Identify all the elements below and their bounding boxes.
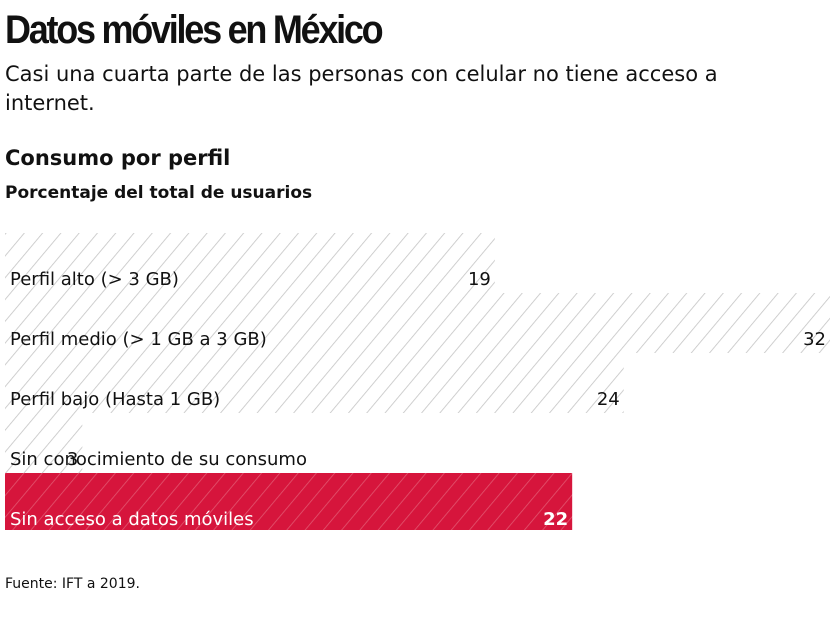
value-label: 24 (597, 389, 620, 410)
category-label: Sin conocimiento de su consumo (10, 449, 307, 470)
category-label: Perfil bajo (Hasta 1 GB) (10, 389, 220, 410)
bar (5, 353, 624, 413)
bar (5, 473, 573, 530)
section-title: Consumo por perfil (5, 146, 231, 170)
category-label: Perfil medio (> 1 GB a 3 GB) (10, 329, 267, 350)
section-subtitle: Porcentaje del total de usuarios (5, 183, 313, 203)
bar (5, 413, 83, 473)
source-note: Fuente: IFT a 2019. (5, 576, 140, 592)
bar (5, 233, 495, 293)
value-label: 22 (543, 509, 568, 530)
chart-subtitle: Casi una cuarta parte de las personas co… (5, 62, 718, 115)
value-label: 3 (67, 449, 78, 470)
bar (5, 293, 830, 353)
value-label: 32 (803, 329, 826, 350)
category-label: Perfil alto (> 3 GB) (10, 269, 179, 290)
category-label: Sin acceso a datos móviles (10, 509, 254, 530)
chart-title: Datos móviles en México (5, 8, 384, 52)
value-label: 19 (468, 269, 491, 290)
